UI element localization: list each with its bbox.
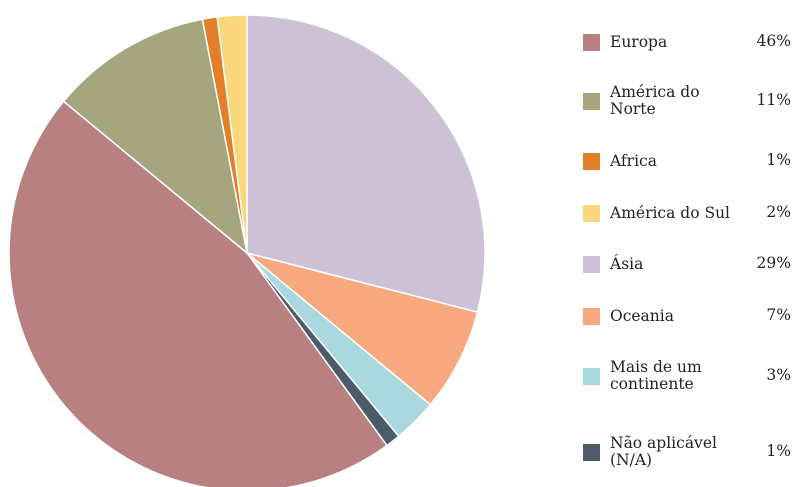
- pie-chart: [8, 14, 486, 487]
- legend-swatch: [583, 444, 600, 461]
- legend-swatch: [583, 308, 600, 325]
- legend-item: Não aplicável (N/A) 1%: [583, 428, 791, 476]
- legend-value: 46%: [756, 32, 791, 50]
- legend-item: Europa 46%: [583, 18, 791, 66]
- legend-value: 1%: [766, 442, 791, 460]
- legend-swatch: [583, 153, 600, 170]
- legend-label: Oceania: [610, 306, 674, 325]
- pie-slice-1: [246, 252, 479, 406]
- legend-value: 7%: [766, 306, 791, 324]
- legend-swatch: [583, 93, 600, 110]
- legend-label: Ásia: [610, 254, 644, 273]
- legend-item: América do Sul 2%: [583, 189, 791, 237]
- legend-swatch: [583, 205, 600, 222]
- legend-swatch: [583, 368, 600, 385]
- legend-item: América do Norte 11%: [583, 77, 791, 125]
- legend-item: Africa 1%: [583, 137, 791, 185]
- legend-item: Mais de um continente 3%: [583, 352, 791, 400]
- legend-label: América do Norte: [610, 83, 700, 118]
- pie-slice-5: [62, 18, 249, 255]
- legend-value: 3%: [766, 366, 791, 384]
- legend-value: 2%: [766, 203, 791, 221]
- legend-value: 11%: [756, 91, 791, 109]
- legend-label: Europa: [610, 32, 668, 51]
- legend-label: Não aplicável (N/A): [610, 434, 717, 469]
- legend-value: 1%: [766, 151, 791, 169]
- legend-swatch: [583, 34, 600, 51]
- pie-slice-0: [246, 14, 486, 314]
- pie-slice-7: [216, 14, 248, 254]
- legend-item: Ásia 29%: [583, 240, 791, 288]
- legend: Europa 46% América do Norte 11% Africa 1% Amér…: [583, 20, 791, 480]
- pie-slice-4: [8, 100, 388, 487]
- legend-label: América do Sul: [610, 203, 731, 222]
- legend-value: 29%: [756, 254, 791, 272]
- legend-label: Africa: [610, 151, 657, 170]
- legend-label: Mais de um continente: [610, 358, 702, 393]
- legend-item: Oceania 7%: [583, 292, 791, 340]
- legend-swatch: [583, 256, 600, 273]
